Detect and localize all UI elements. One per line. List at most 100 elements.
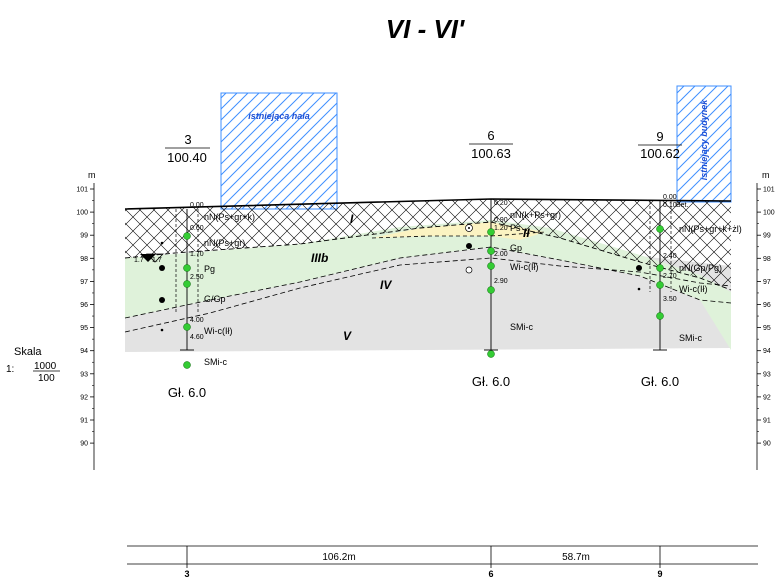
scale-denominator: 100 bbox=[38, 373, 55, 384]
distance-label-6: 6 bbox=[488, 569, 493, 579]
scale-numerator: 1000 bbox=[34, 361, 57, 372]
axis-tick-label: 90 bbox=[80, 441, 88, 448]
svg-text:1.70: 1.70 bbox=[190, 251, 204, 258]
section-title: VI - VI' bbox=[386, 14, 465, 44]
axis-tick-label: 97 bbox=[80, 279, 88, 286]
sample-dot bbox=[656, 225, 664, 233]
scale-label: Skala bbox=[14, 346, 42, 358]
borehole-9: 9 100.62 0.00 0.10 Bet. nN(Ps+gr+k+żl) 2… bbox=[636, 129, 742, 389]
existing-hall bbox=[220, 92, 338, 210]
zone-label-I: I bbox=[350, 212, 354, 226]
axis-tick-label: 95 bbox=[763, 325, 771, 332]
existing-building bbox=[676, 85, 732, 203]
svg-text:1.20: 1.20 bbox=[494, 225, 508, 232]
distance-label-9: 9 bbox=[657, 569, 662, 579]
sample-dot bbox=[183, 280, 191, 288]
distance-bar: 106.2m 58.7m 3 6 9 bbox=[127, 545, 758, 579]
svg-text:nN(Gp/Pg): nN(Gp/Pg) bbox=[679, 263, 722, 273]
borehole-6-number: 6 bbox=[487, 128, 494, 143]
scale-prefix: 1: bbox=[6, 364, 14, 375]
boundary-II bbox=[371, 231, 546, 239]
sample-dot bbox=[656, 264, 664, 272]
boundary-IV bbox=[124, 257, 732, 333]
borehole-9-depth: Gł. 6.0 bbox=[641, 374, 679, 389]
axis-tick-label: 94 bbox=[763, 348, 771, 355]
zone-label-IV: IV bbox=[380, 278, 392, 292]
axis-tick-label: 92 bbox=[763, 394, 771, 401]
axis-tick-label: 99 bbox=[80, 233, 88, 240]
svg-text:3.50: 3.50 bbox=[663, 296, 677, 303]
svg-text:4.00: 4.00 bbox=[190, 317, 204, 324]
axis-tick-label: 93 bbox=[80, 371, 88, 378]
svg-text:2.40: 2.40 bbox=[663, 253, 677, 260]
distance-3-6: 106.2m bbox=[322, 552, 355, 563]
svg-text:1.7: 1.7 bbox=[134, 257, 144, 264]
borehole-9-elevation: 100.62 bbox=[640, 146, 680, 161]
right-elevation-axis: m 101 100 99 98 97 96 95 94 93 92 91 90 bbox=[756, 170, 775, 470]
axis-tick-label: 98 bbox=[80, 256, 88, 263]
axis-tick-label: 100 bbox=[763, 210, 775, 217]
svg-text:Wi-c(Ił): Wi-c(Ił) bbox=[204, 326, 233, 336]
svg-text:4.60: 4.60 bbox=[190, 334, 204, 341]
svg-text:Ps: Ps bbox=[510, 223, 521, 233]
existing-hall-label: istniejąca hala bbox=[248, 111, 310, 121]
svg-text:2.70: 2.70 bbox=[663, 273, 677, 280]
axis-tick-label: 95 bbox=[80, 325, 88, 332]
existing-building-label: istniejący budynek bbox=[699, 99, 709, 181]
axis-tick-label: 98 bbox=[763, 256, 771, 263]
axis-tick-label: 94 bbox=[80, 348, 88, 355]
borehole-3: 3 100.40 0.00 nN(Ps+gr+k) 0.60 nN(Ps+gr)… bbox=[134, 132, 255, 400]
axis-tick-label: 99 bbox=[763, 233, 771, 240]
borehole-9-number: 9 bbox=[656, 129, 663, 144]
zone-IIIb-fill bbox=[125, 220, 731, 350]
sample-dot bbox=[183, 323, 191, 331]
svg-text:Gp: Gp bbox=[510, 243, 522, 253]
svg-text:0.00: 0.00 bbox=[190, 202, 204, 209]
axis-tick-label: 101 bbox=[76, 187, 88, 194]
axis-tick-label: 96 bbox=[80, 302, 88, 309]
svg-text:SMi-c: SMi-c bbox=[510, 322, 533, 332]
sample-dot bbox=[183, 264, 191, 272]
borehole-3-number: 3 bbox=[184, 132, 191, 147]
axis-tick-label: 91 bbox=[763, 418, 771, 425]
svg-text:nN(Ps+gr+k+żl): nN(Ps+gr+k+żl) bbox=[679, 224, 742, 234]
svg-text:0.60: 0.60 bbox=[190, 225, 204, 232]
svg-text:0.10: 0.10 bbox=[663, 202, 677, 209]
borehole-3-elevation: 100.40 bbox=[167, 150, 207, 165]
svg-text:Pg: Pg bbox=[204, 264, 215, 274]
svg-text:nN(k+Ps+gr): nN(k+Ps+gr) bbox=[510, 210, 561, 220]
sample-dot bbox=[487, 350, 495, 358]
svg-text:Bet.: Bet. bbox=[676, 202, 689, 209]
svg-text:Wi-c(Ił): Wi-c(Ił) bbox=[510, 262, 539, 272]
zone-label-IIIb: IIIb bbox=[311, 251, 328, 265]
svg-text:0.00: 0.00 bbox=[663, 194, 677, 201]
svg-text:SMi-c: SMi-c bbox=[679, 333, 702, 343]
axis-tick-label: 96 bbox=[763, 302, 771, 309]
svg-text:G/Gp: G/Gp bbox=[204, 294, 226, 304]
sample-dot bbox=[183, 361, 191, 369]
borehole-6-depth: Gł. 6.0 bbox=[472, 374, 510, 389]
axis-tick-label: 101 bbox=[763, 187, 775, 194]
svg-text:nN(Ps+gr): nN(Ps+gr) bbox=[204, 238, 245, 248]
right-axis-ticks: 101 100 99 98 97 96 95 94 93 92 91 90 bbox=[757, 187, 775, 448]
sample-dot bbox=[487, 262, 495, 270]
svg-text:2.50: 2.50 bbox=[190, 274, 204, 281]
axis-tick-label: 97 bbox=[763, 279, 771, 286]
axis-tick-label: 91 bbox=[80, 418, 88, 425]
axis-tick-label: 92 bbox=[80, 394, 88, 401]
zone-label-V: V bbox=[343, 329, 352, 343]
zone-label-II: II bbox=[523, 226, 530, 240]
sample-dot bbox=[487, 286, 495, 294]
left-axis-unit: m bbox=[88, 170, 96, 180]
borehole-3-depth: Gł. 6.0 bbox=[168, 385, 206, 400]
boundary-IIIb bbox=[124, 246, 732, 319]
boundary-I bbox=[124, 221, 732, 291]
sample-dot bbox=[487, 247, 495, 255]
svg-text:Wi-c(Ił): Wi-c(Ił) bbox=[679, 284, 708, 294]
borehole-6: 6 100.63 0.20 nN(k+Ps+gr) 0.90 1.20 Ps 2… bbox=[465, 128, 561, 389]
sample-dot bbox=[183, 232, 191, 240]
svg-text:nN(Ps+gr+k): nN(Ps+gr+k) bbox=[204, 212, 255, 222]
axis-tick-label: 90 bbox=[763, 441, 771, 448]
svg-text:2.00: 2.00 bbox=[494, 251, 508, 258]
